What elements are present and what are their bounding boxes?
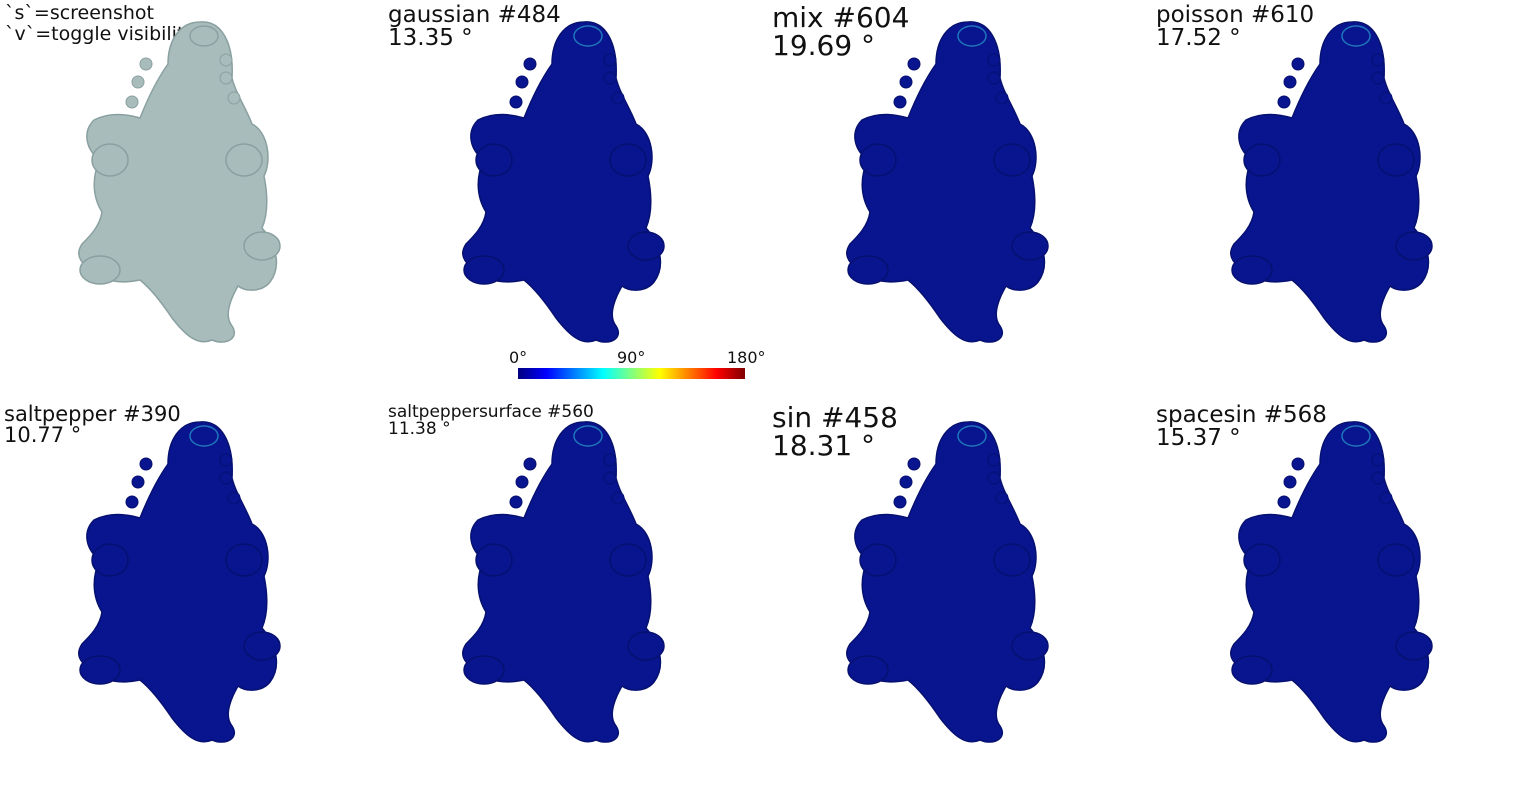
poisson-label: poisson #610 17.52 ° <box>1156 4 1314 50</box>
colorbar-min-label: 0° <box>509 348 528 367</box>
help-toggle: `v`=toggle visibility <box>5 23 196 45</box>
saltpeppersurface-label: saltpeppersurface #560 11.38 ° <box>388 404 594 438</box>
saltpepper-label: saltpepper #390 10.77 ° <box>4 404 181 446</box>
saltpeppersurface-angle: 11.38 ° <box>388 419 451 439</box>
colorbar-gradient <box>518 368 745 379</box>
colorbar-mid-label: 90° <box>617 348 646 367</box>
sin-title: sin #458 <box>772 401 898 434</box>
saltpepper-title: saltpepper #390 <box>4 402 181 426</box>
gaussian-label: gaussian #484 13.35 ° <box>388 4 561 50</box>
gaussian-mesh <box>462 21 665 343</box>
saltpepper-mesh <box>78 421 281 743</box>
gaussian-angle: 13.35 ° <box>388 25 473 51</box>
gaussian-title: gaussian #484 <box>388 2 561 28</box>
panel-saltpepper[interactable]: saltpepper #390 10.77 ° <box>0 400 384 800</box>
colorbar: 0° 90° 180° <box>505 346 766 382</box>
sin-angle: 18.31 ° <box>772 429 876 462</box>
panel-spacesin[interactable]: spacesin #568 15.37 ° <box>1152 400 1536 800</box>
reference-mesh <box>78 21 281 343</box>
poisson-angle: 17.52 ° <box>1156 25 1241 51</box>
spacesin-mesh <box>1230 421 1433 743</box>
spacesin-angle: 15.37 ° <box>1156 425 1241 451</box>
saltpeppersurface-mesh <box>462 421 665 743</box>
mix-angle: 19.69 ° <box>772 29 876 62</box>
poisson-mesh <box>1230 21 1433 343</box>
mix-label: mix #604 19.69 ° <box>772 4 909 60</box>
mix-title: mix #604 <box>772 1 910 34</box>
panel-reference[interactable] <box>0 0 384 400</box>
sin-mesh <box>846 421 1049 743</box>
saltpeppersurface-title: saltpeppersurface #560 <box>388 402 594 422</box>
panel-saltpeppersurface[interactable]: saltpeppersurface #560 11.38 ° <box>384 400 768 800</box>
sin-label: sin #458 18.31 ° <box>772 404 898 460</box>
panel-gaussian[interactable]: gaussian #484 13.35 ° <box>384 0 768 400</box>
poisson-title: poisson #610 <box>1156 2 1315 28</box>
panel-poisson[interactable]: poisson #610 17.52 ° <box>1152 0 1536 400</box>
spacesin-title: spacesin #568 <box>1156 402 1327 428</box>
panel-mix[interactable]: mix #604 19.69 ° <box>768 0 1152 400</box>
help-screenshot: `s`=screenshot <box>5 2 154 24</box>
saltpepper-angle: 10.77 ° <box>4 423 82 447</box>
mix-mesh <box>846 21 1049 343</box>
help-text: `s`=screenshot `v`=toggle visibility <box>5 3 196 45</box>
spacesin-label: spacesin #568 15.37 ° <box>1156 404 1327 450</box>
panel-sin[interactable]: sin #458 18.31 ° <box>768 400 1152 800</box>
colorbar-max-label: 180° <box>727 348 766 367</box>
